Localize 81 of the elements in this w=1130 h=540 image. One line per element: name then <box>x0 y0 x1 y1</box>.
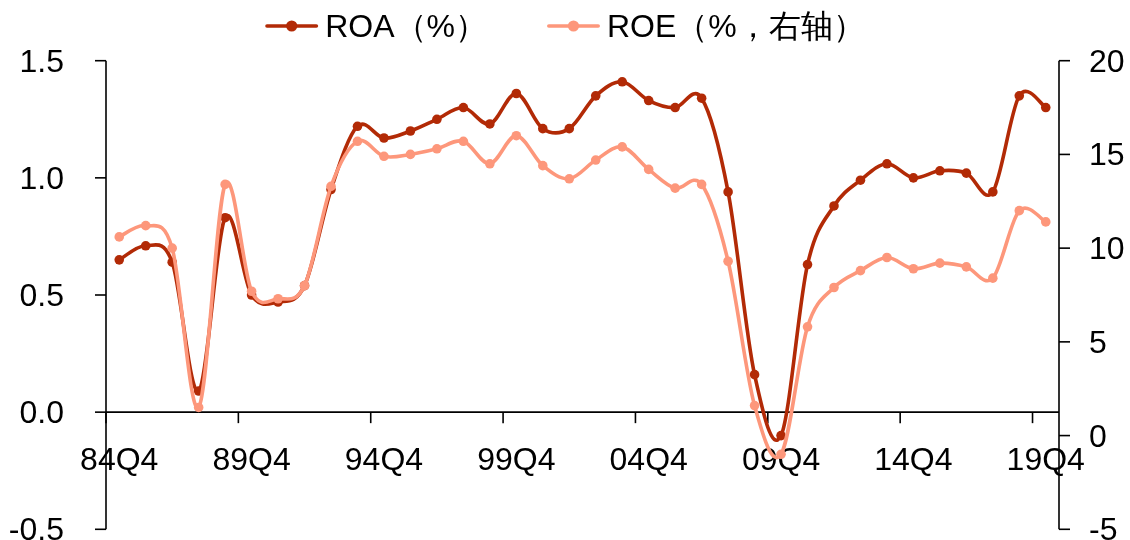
point <box>590 91 601 101</box>
point <box>776 430 786 441</box>
point <box>511 88 522 99</box>
point <box>749 369 760 380</box>
y2-tick-label: 0 <box>1089 417 1107 454</box>
point <box>696 93 707 103</box>
point <box>458 136 469 147</box>
point <box>723 256 733 267</box>
point <box>961 262 972 272</box>
point <box>114 232 125 242</box>
point <box>537 123 548 134</box>
point <box>908 263 919 274</box>
point <box>352 121 363 132</box>
point <box>273 293 283 304</box>
point <box>908 173 919 183</box>
x-tick-label: 94Q4 <box>344 441 424 478</box>
point <box>829 282 839 293</box>
y2-tick-label: 5 <box>1089 323 1107 360</box>
point <box>405 126 416 136</box>
point <box>432 144 442 154</box>
point <box>405 149 416 160</box>
point <box>670 183 680 193</box>
point <box>458 102 469 113</box>
y2-tick-label: 10 <box>1089 230 1125 267</box>
y-tick-label: 0.0 <box>19 394 64 431</box>
y-tick-label: 0.5 <box>19 277 64 313</box>
point <box>564 123 575 134</box>
point <box>193 402 204 413</box>
point <box>749 400 760 411</box>
point <box>855 265 866 276</box>
y-tick-label: -0.5 <box>8 511 64 540</box>
point <box>1040 217 1051 227</box>
point <box>485 158 495 169</box>
point <box>590 155 601 165</box>
point <box>802 322 813 332</box>
point <box>246 286 257 297</box>
legend-label: ROE（%，右轴） <box>607 8 865 44</box>
point <box>432 114 442 125</box>
point <box>140 241 151 251</box>
point <box>617 142 628 152</box>
point <box>1014 205 1025 216</box>
y-tick-label: 1.5 <box>19 42 64 79</box>
point <box>670 102 680 113</box>
point <box>882 158 892 169</box>
point <box>882 252 892 263</box>
point <box>167 243 177 253</box>
point <box>643 95 654 106</box>
point <box>617 76 628 87</box>
point <box>564 173 575 184</box>
y-tick-label: 1.0 <box>19 159 64 196</box>
point <box>1014 91 1025 101</box>
y2-tick-label: 15 <box>1089 136 1125 173</box>
point <box>935 258 945 268</box>
point <box>140 220 151 231</box>
point <box>855 175 866 185</box>
x-tick-label: 14Q4 <box>874 441 953 478</box>
point <box>829 201 839 211</box>
point <box>352 136 363 147</box>
x-tick-label: 04Q4 <box>609 441 688 478</box>
point <box>723 187 733 197</box>
x-tick-label: 89Q4 <box>212 441 291 478</box>
y2-tick-label: -5 <box>1089 511 1118 540</box>
point <box>643 164 654 175</box>
point <box>379 133 389 143</box>
point <box>935 166 945 176</box>
point <box>961 168 972 178</box>
legend-label: ROA（%） <box>325 8 487 44</box>
point <box>988 273 998 283</box>
point <box>379 151 389 162</box>
point <box>114 255 125 265</box>
point <box>1040 102 1051 113</box>
y2-tick-label: 20 <box>1089 42 1125 79</box>
point <box>220 179 230 190</box>
point <box>988 187 998 197</box>
point <box>696 179 707 190</box>
point <box>511 130 522 141</box>
point <box>220 212 230 223</box>
point <box>537 160 548 171</box>
point <box>485 119 495 129</box>
x-tick-label: 99Q4 <box>477 441 556 478</box>
point <box>802 259 813 270</box>
